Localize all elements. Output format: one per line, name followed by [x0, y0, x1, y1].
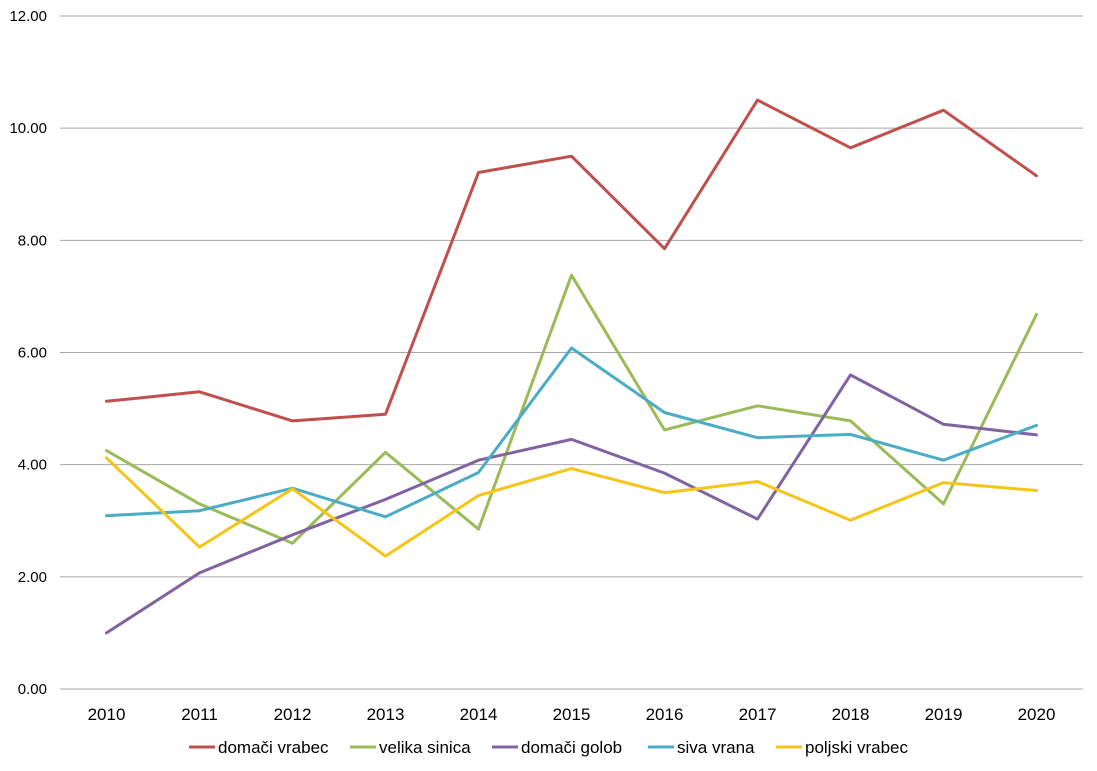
x-tick-label: 2020 — [1018, 705, 1056, 724]
y-tick-label: 6.00 — [18, 345, 47, 362]
y-tick-label: 2.00 — [18, 569, 47, 586]
gridlines — [60, 15, 1083, 690]
series-line-siva-vrana — [105, 346, 1038, 519]
series-lines — [105, 98, 1038, 635]
x-tick-label: 2017 — [739, 705, 777, 724]
x-tick-label: 2019 — [925, 705, 963, 724]
y-tick-label: 0.00 — [18, 681, 47, 698]
x-tick-label: 2012 — [274, 705, 312, 724]
x-tick-label: 2016 — [646, 705, 684, 724]
series-line-poljski-vrabec — [105, 456, 1038, 558]
legend-label: velika sinica — [379, 738, 471, 757]
legend: domači vrabec velika sinica domači golob si… — [189, 738, 908, 757]
x-tick-label: 2018 — [832, 705, 870, 724]
y-axis-tick-labels: 0.00 2.00 4.00 6.00 8.00 10.00 12.00 — [9, 8, 47, 698]
legend-label: poljski vrabec — [805, 738, 908, 757]
x-tick-label: 2015 — [553, 705, 591, 724]
series-line-velika-sinica — [105, 273, 1038, 545]
x-axis-tick-labels: 2010 2011 2012 2013 2014 2015 2016 2017 2018 2019… — [88, 705, 1056, 724]
x-tick-label: 2011 — [181, 705, 218, 724]
legend-label: domači vrabec — [218, 738, 329, 757]
series-line-doma-i-golob — [105, 373, 1038, 635]
y-tick-label: 12.00 — [9, 8, 47, 25]
x-tick-label: 2014 — [460, 705, 498, 724]
legend-label: domači golob — [521, 738, 622, 757]
series-line-doma-i-vrabec — [105, 98, 1038, 423]
x-tick-label: 2010 — [88, 705, 126, 724]
y-tick-label: 10.00 — [9, 120, 47, 137]
y-tick-label: 8.00 — [18, 232, 47, 249]
legend-label: siva vrana — [677, 738, 755, 757]
x-tick-label: 2013 — [367, 705, 405, 724]
y-tick-label: 4.00 — [18, 457, 47, 474]
